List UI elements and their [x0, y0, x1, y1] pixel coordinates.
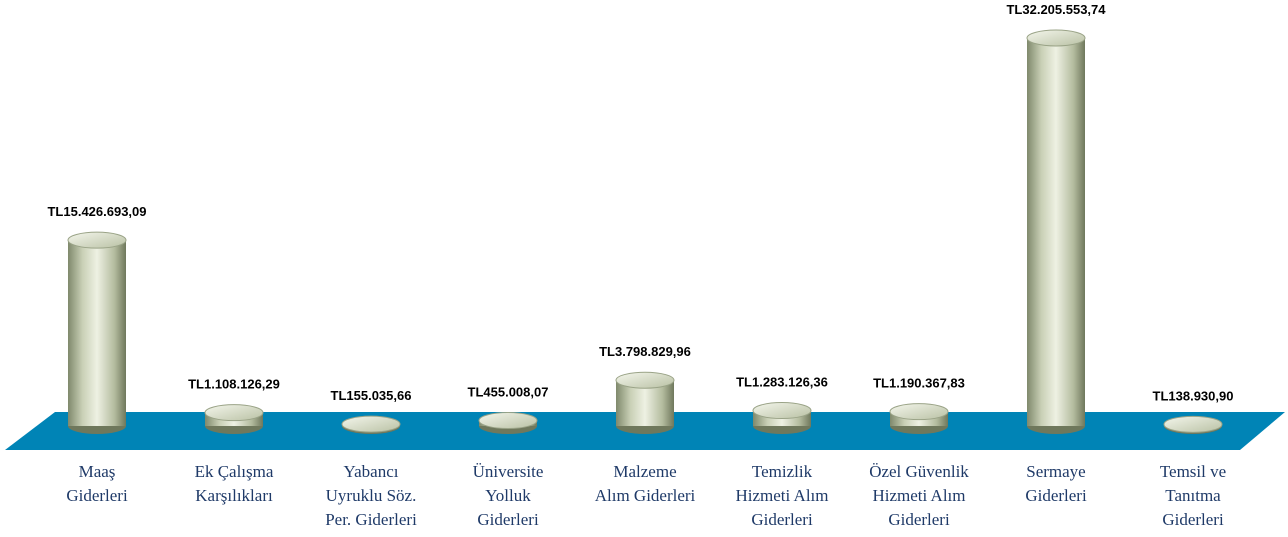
cylinder-top	[1026, 29, 1086, 47]
category-label: Giderleri	[1162, 510, 1224, 529]
category-label: Yolluk	[485, 486, 531, 505]
category-label: Tanıtma	[1165, 486, 1221, 505]
value-label: TL155.035,66	[331, 388, 412, 403]
cylinder-body	[1027, 38, 1085, 426]
category-label: Yabancı	[344, 462, 399, 481]
cylinder-top	[752, 402, 812, 420]
value-label: TL1.190.367,83	[873, 376, 965, 391]
cylinder	[67, 231, 127, 434]
cylinder	[341, 415, 401, 434]
value-label: TL138.930,90	[1153, 388, 1234, 403]
category-label: Giderleri	[1025, 486, 1087, 505]
category-label: Giderleri	[66, 486, 128, 505]
cylinder-top	[1163, 415, 1223, 433]
cylinder-top	[478, 412, 538, 430]
category-label: Ek Çalışma	[195, 462, 274, 481]
cylinder-top	[615, 371, 675, 389]
value-label: TL1.108.126,29	[188, 377, 280, 392]
value-label: TL3.798.829,96	[599, 344, 691, 359]
category-label: Per. Giderleri	[325, 510, 417, 529]
cylinder-top	[67, 231, 127, 249]
category-label: Uyruklu Söz.	[326, 486, 417, 505]
value-label: TL1.283.126,36	[736, 375, 828, 390]
cylinder	[1026, 29, 1086, 434]
cylinder-top	[889, 403, 949, 421]
cylinder-body	[68, 240, 126, 426]
category-label: Özel Güvenlik	[869, 462, 969, 481]
cylinder	[1163, 415, 1223, 434]
category-label: Sermaye	[1026, 462, 1085, 481]
value-label: TL15.426.693,09	[47, 204, 146, 219]
value-label: TL32.205.553,74	[1006, 2, 1106, 17]
category-label: Hizmeti Alım	[872, 486, 965, 505]
category-label: Üniversite	[473, 462, 544, 481]
cylinder	[204, 404, 264, 434]
category-label: Maaş	[79, 462, 116, 481]
cylinder-top	[204, 404, 264, 422]
value-label: TL455.008,07	[468, 385, 549, 400]
category-label: Temizlik	[752, 462, 813, 481]
cylinder	[478, 412, 538, 434]
category-label: Giderleri	[477, 510, 539, 529]
category-label: Hizmeti Alım	[735, 486, 828, 505]
cylinder-top	[341, 415, 401, 433]
category-label: Malzeme	[613, 462, 676, 481]
cylinder	[752, 402, 812, 434]
category-label: Karşılıkları	[195, 486, 273, 505]
category-label: Giderleri	[751, 510, 813, 529]
category-label: Giderleri	[888, 510, 950, 529]
cylinder	[615, 371, 675, 434]
category-label: Temsil ve	[1160, 462, 1226, 481]
category-label: Alım Giderleri	[595, 486, 696, 505]
cylinder	[889, 403, 949, 434]
